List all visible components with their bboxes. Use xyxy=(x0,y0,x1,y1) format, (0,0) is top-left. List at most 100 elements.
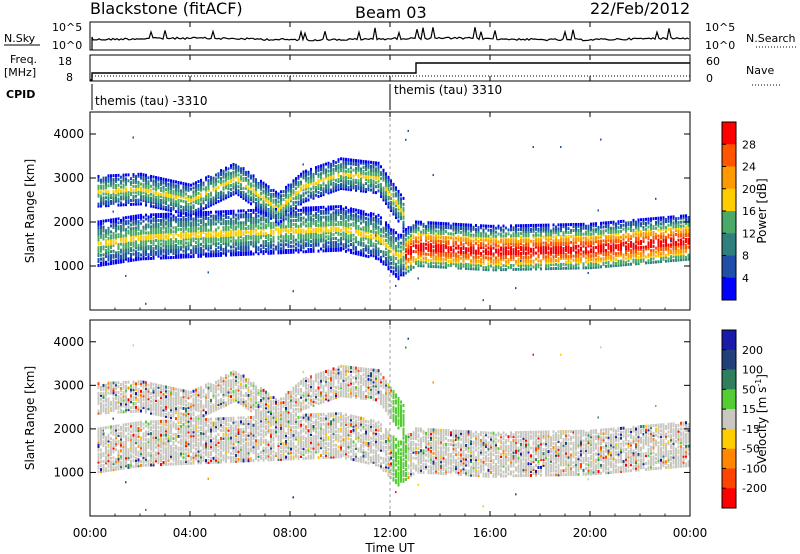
power-cell xyxy=(405,229,407,233)
power-cell xyxy=(317,215,320,219)
power-cell xyxy=(130,198,132,202)
power-cell xyxy=(345,245,347,249)
power-cell xyxy=(590,222,592,226)
power-cell xyxy=(362,214,365,218)
power-cell xyxy=(375,177,377,181)
power-cell xyxy=(297,230,300,234)
power-cell xyxy=(427,237,430,241)
power-cell xyxy=(270,225,272,229)
power-cell xyxy=(560,253,562,256)
power-cell xyxy=(185,208,187,212)
power-cell xyxy=(360,217,362,221)
power-cell xyxy=(100,229,102,233)
power-cell xyxy=(490,258,492,262)
power-cell xyxy=(267,209,270,213)
power-cell xyxy=(182,221,185,225)
power-cell xyxy=(467,263,470,267)
power-cell xyxy=(160,234,162,238)
power-cell xyxy=(570,223,572,227)
power-cell xyxy=(382,172,385,176)
power-cell xyxy=(125,199,127,203)
power-cell xyxy=(525,253,527,257)
power-cell xyxy=(262,226,265,230)
power-cell xyxy=(255,248,257,252)
power-cell xyxy=(582,224,585,228)
power-cell xyxy=(295,228,297,232)
power-cell xyxy=(162,232,165,236)
power-cell xyxy=(375,173,377,177)
power-cell xyxy=(550,247,552,251)
power-cell xyxy=(387,201,390,205)
power-cell xyxy=(242,242,245,246)
power-cell xyxy=(382,260,385,264)
power-cell xyxy=(152,187,155,191)
power-cell xyxy=(270,202,272,206)
power-cell xyxy=(260,218,262,222)
power-cell xyxy=(150,174,152,178)
power-cell xyxy=(572,246,575,250)
power-cell xyxy=(460,250,462,254)
power-cell xyxy=(472,227,475,231)
power-cell xyxy=(285,227,287,231)
power-cell xyxy=(432,223,435,227)
power-cell xyxy=(320,194,322,198)
nsky-tick-bottom: 10^0 xyxy=(52,39,82,52)
power-cell xyxy=(310,212,312,216)
power-cell xyxy=(462,252,465,256)
power-cell xyxy=(492,232,495,236)
power-cell xyxy=(265,209,267,213)
power-cell xyxy=(300,234,302,238)
power-cell xyxy=(577,262,580,266)
power-cell xyxy=(297,214,300,218)
power-cell xyxy=(210,238,212,242)
power-cell xyxy=(550,249,552,253)
power-cell xyxy=(390,203,392,207)
power-cell xyxy=(545,229,547,233)
power-cell xyxy=(115,179,117,183)
power-cell xyxy=(230,231,232,235)
power-cell xyxy=(185,188,187,192)
power-cell xyxy=(547,229,550,233)
power-cell xyxy=(185,245,187,249)
power-cell xyxy=(155,205,157,209)
power-cell xyxy=(217,252,220,256)
power-cell xyxy=(585,246,587,250)
power-cell xyxy=(147,200,150,204)
power-cell xyxy=(590,254,592,258)
power-cell xyxy=(372,178,375,182)
power-cell xyxy=(297,250,300,254)
power-cell xyxy=(137,247,140,251)
power-cell xyxy=(312,190,315,194)
power-cell xyxy=(442,247,445,251)
power-cell xyxy=(325,219,327,223)
power-cell xyxy=(132,248,135,252)
power-cell xyxy=(455,262,457,266)
power-cell xyxy=(435,229,437,233)
power-cell xyxy=(207,236,210,240)
power-cell xyxy=(565,225,567,229)
power-cell xyxy=(377,185,380,189)
power-cell xyxy=(245,242,247,246)
power-cell xyxy=(410,226,412,230)
power-cell xyxy=(192,206,195,210)
power-cell xyxy=(530,255,532,259)
power-cell xyxy=(245,196,247,200)
power-cell xyxy=(122,236,125,240)
power-cell xyxy=(190,205,192,209)
power-cell xyxy=(117,256,120,260)
power-cell xyxy=(195,195,197,199)
power-cell xyxy=(132,228,135,232)
power-cell xyxy=(362,216,365,220)
power-cell xyxy=(167,216,170,220)
power-cell xyxy=(522,259,525,263)
power-cell xyxy=(290,193,292,197)
power-cell xyxy=(167,226,170,230)
power-cell xyxy=(310,216,312,220)
power-cell xyxy=(482,256,485,260)
power-cell xyxy=(170,230,172,234)
power-cell xyxy=(102,200,105,204)
power-cell xyxy=(375,246,377,250)
freq-label: Freq. xyxy=(10,53,37,66)
power-cell xyxy=(597,243,600,247)
power-cell xyxy=(265,187,267,191)
